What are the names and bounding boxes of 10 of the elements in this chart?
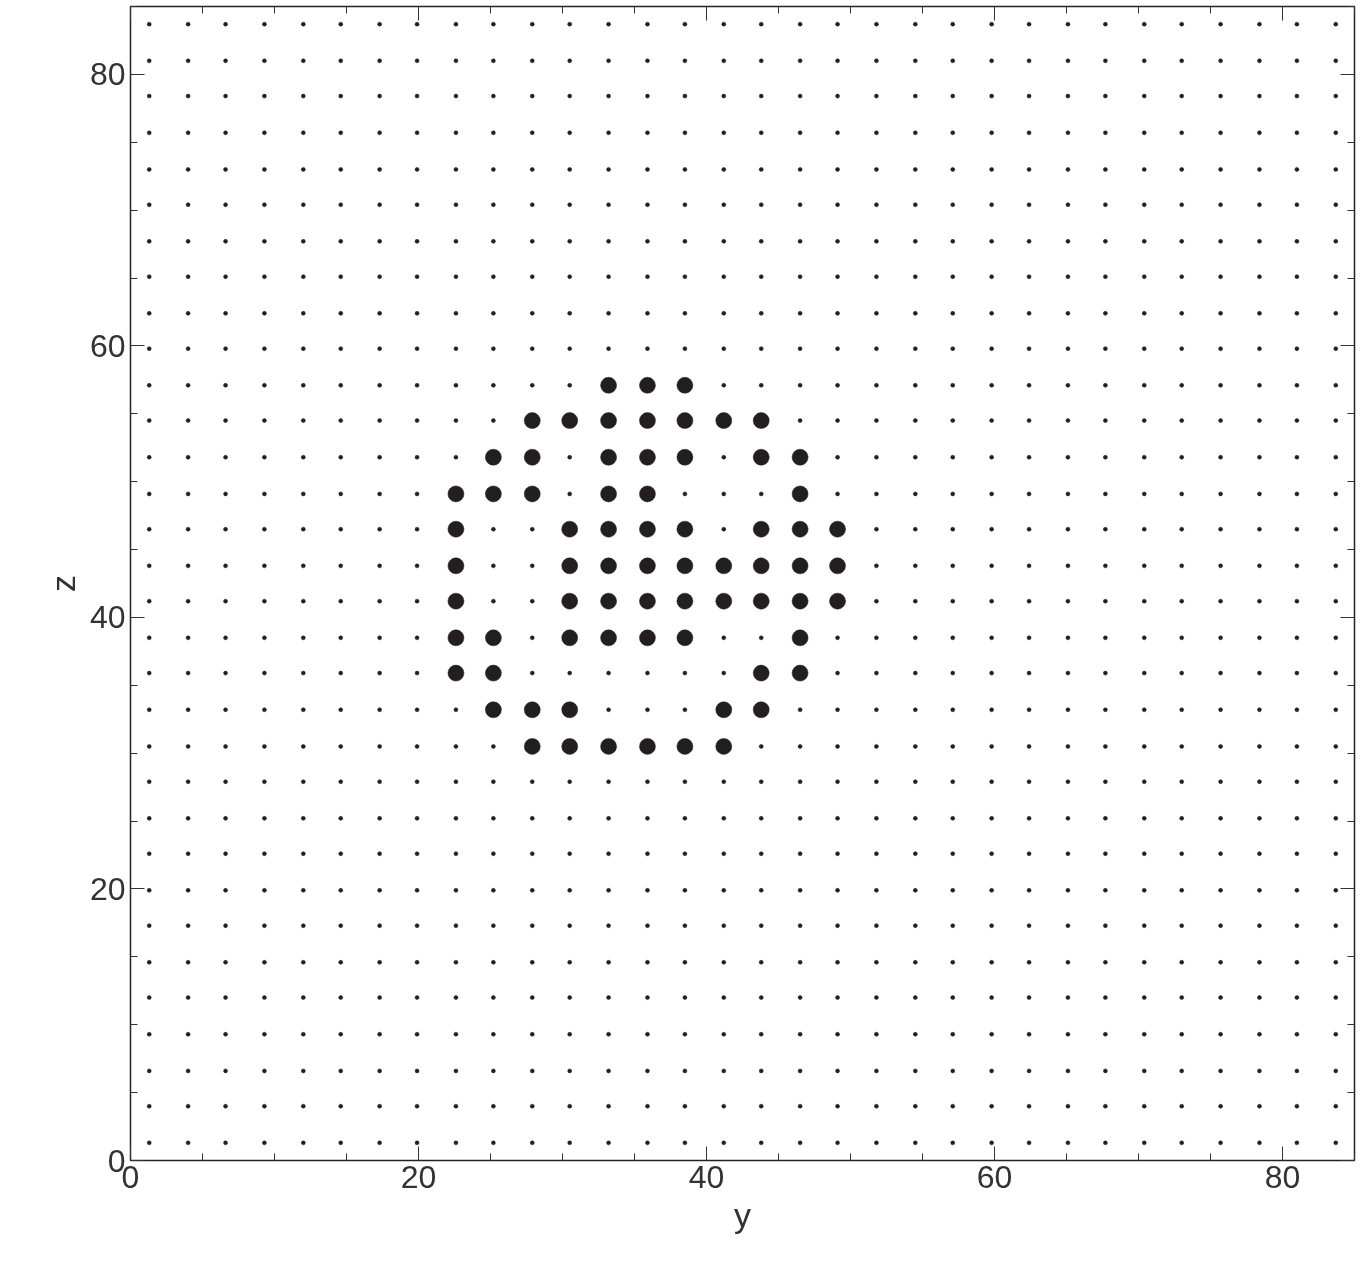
x-tick-label: 60 [976,1158,1013,1195]
y-tick-label: 40 [89,599,126,636]
y-axis-title: z [43,575,82,592]
x-tick-label: 80 [1264,1158,1301,1195]
y-tick-label: 20 [89,870,126,907]
y-tick-label: 80 [89,56,126,93]
y-tick-label: 60 [89,327,126,364]
x-tick-label: 40 [688,1158,725,1195]
x-axis-title: y [734,1195,751,1234]
x-tick-label: 20 [400,1158,437,1195]
